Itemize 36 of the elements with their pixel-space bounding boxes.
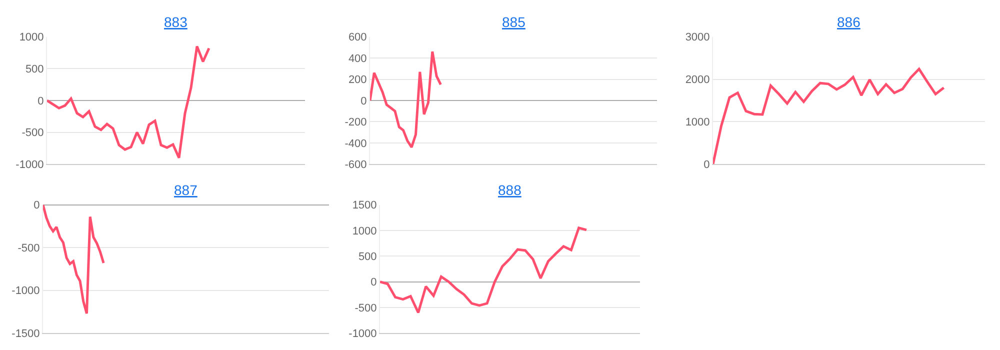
chart-title: 888 — [498, 182, 522, 198]
y-tick-label: 200 — [348, 74, 367, 86]
y-tick-label: -500 — [354, 302, 377, 314]
y-tick-label: -1000 — [348, 328, 377, 340]
y-tick-label: -500 — [18, 242, 40, 254]
y-tick-label: 500 — [25, 63, 44, 76]
y-tick-label: 0 — [370, 276, 377, 289]
line-series — [370, 50, 442, 148]
line-series — [380, 226, 588, 314]
y-tick-label: 500 — [358, 250, 377, 263]
y-tick-label: -200 — [344, 116, 367, 129]
line-series — [713, 68, 946, 164]
y-tick-label: -1000 — [16, 159, 44, 172]
line-series — [47, 45, 210, 160]
y-tick-label: 400 — [348, 52, 367, 65]
y-tick-label: 2000 — [685, 74, 710, 86]
chart-title: 887 — [174, 182, 198, 198]
y-tick-label: -1000 — [12, 285, 40, 298]
y-tick-label: 1000 — [685, 116, 710, 129]
y-tick-label: -400 — [344, 138, 367, 150]
chart-title: 885 — [502, 14, 526, 30]
y-tick-label: 0 — [704, 159, 710, 172]
chart-title: 886 — [837, 14, 861, 30]
y-tick-label: 1500 — [352, 200, 377, 212]
line-series — [43, 204, 105, 315]
y-tick-label: 0 — [360, 95, 367, 108]
y-tick-label: 0 — [34, 200, 40, 212]
y-tick-label: 1000 — [19, 32, 44, 44]
y-tick-label: 0 — [38, 95, 44, 108]
y-tick-label: 1000 — [352, 225, 377, 238]
y-tick-label: -1500 — [12, 328, 40, 340]
y-tick-label: -600 — [344, 159, 367, 172]
y-tick-label: 3000 — [685, 32, 710, 44]
y-tick-label: 600 — [348, 32, 367, 44]
y-tick-label: -500 — [22, 127, 44, 140]
chart-title: 883 — [164, 14, 188, 30]
